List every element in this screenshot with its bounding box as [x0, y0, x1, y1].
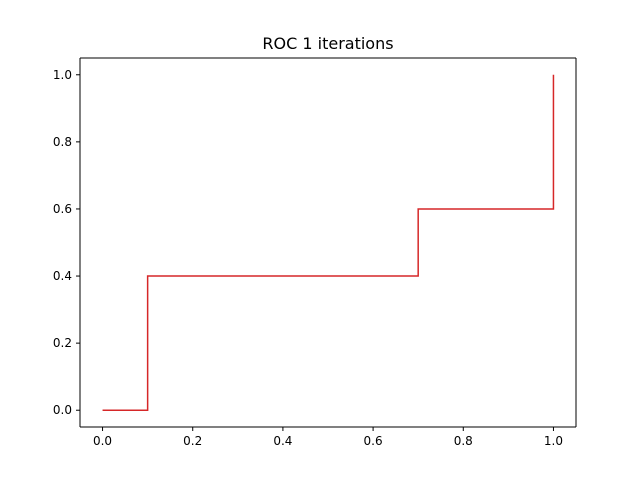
y-tick-label: 0.8: [53, 135, 72, 149]
x-tick-label: 0.2: [183, 434, 202, 448]
x-tick-label: 0.0: [93, 434, 112, 448]
x-tick-label: 0.8: [454, 434, 473, 448]
x-tick-label: 0.6: [364, 434, 383, 448]
chart-title: ROC 1 iterations: [262, 34, 393, 53]
y-tick-label: 1.0: [53, 68, 72, 82]
x-tick-label: 1.0: [544, 434, 563, 448]
x-tick-label: 0.4: [273, 434, 292, 448]
y-tick-label: 0.2: [53, 336, 72, 350]
y-tick-label: 0.6: [53, 202, 72, 216]
roc-series-line-0: [102, 74, 555, 411]
series-layer: [102, 74, 555, 411]
y-tick-label: 0.4: [53, 269, 72, 283]
axes-layer: 0.0 0.2 0.4 0.6 0.8 1.0 0.0 0.2 0.4 0.6 0.8 1.0: [53, 57, 577, 448]
y-tick-label: 0.0: [53, 403, 72, 417]
